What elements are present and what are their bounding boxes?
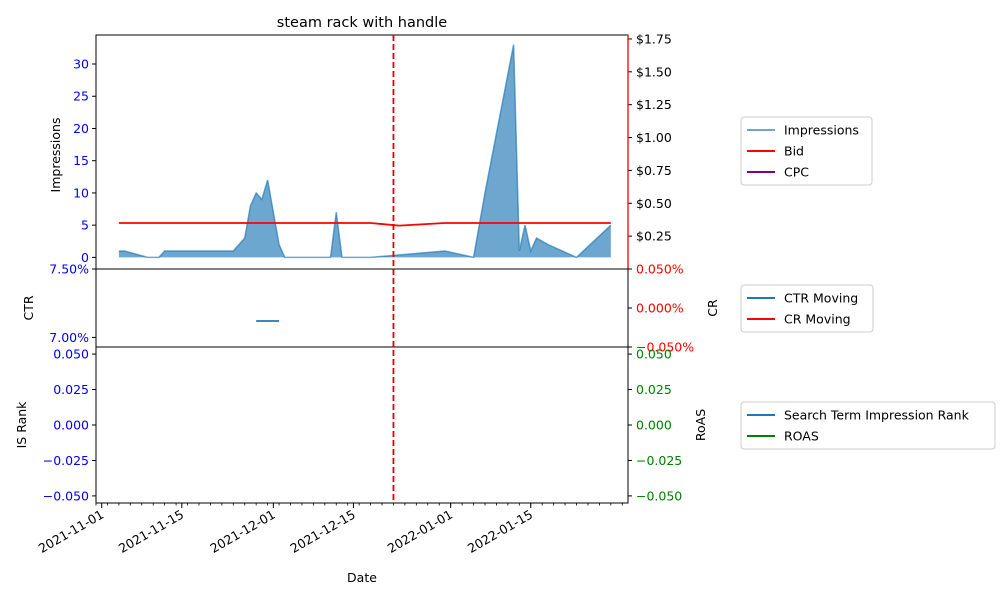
legend-frame [740,284,874,333]
top-panel-frame [95,34,629,270]
cr-tick-label: −0.050% [636,340,694,355]
ctr-axis-label: CTR [21,295,36,320]
legend-label: ROAS [784,429,819,444]
impressions-tick-label: 15 [73,153,89,168]
impressions-axis-label: Impressions [48,118,63,193]
impressions-tick-label: 5 [81,218,89,233]
cr-tick-label: 0.050% [636,262,684,277]
legend-label: CTR Moving [784,291,858,306]
roas-axis-label: RoAS [693,409,708,441]
roas-tick-label: 0.050 [636,347,672,362]
impressions-tick-label: 30 [73,57,89,72]
impressions-tick-label: 20 [73,121,89,136]
ctr-tick-label: 7.50% [49,262,89,277]
chart-title: steam rack with handle [277,15,447,31]
impressions-line [118,44,612,259]
is-rank-tick-label: −0.025 [43,453,89,468]
legend-frame [740,116,873,186]
roas-tick-label: −0.025 [636,453,682,468]
date-tick-label: 2021-12-01 [207,507,277,556]
roas-tick-label: 0.025 [636,382,672,397]
legend-top: Impressions Bid CPC [740,116,873,186]
date-tick-label: 2022-01-01 [385,507,455,556]
legend-label: Bid [784,144,804,159]
is-rank-tick-label: 0.050 [53,347,89,362]
is-rank-tick-label: 0.000 [53,418,89,433]
cr-axis-label: CR [705,299,720,317]
date-tick-label: 2021-11-15 [116,507,186,556]
date-tick-label: 2022-01-15 [465,507,535,556]
bid-tick-label: $0.50 [636,196,672,211]
middle-panel-frame [95,268,629,348]
bid-tick-label: $0.75 [636,163,672,178]
date-axis-label: Date [347,570,377,585]
impressions-tick-label: 10 [73,185,89,200]
is-rank-tick-label: 0.025 [53,382,89,397]
legend-label: Impressions [784,123,859,138]
roas-tick-label: −0.050 [636,488,682,503]
legend-bottom: Search Term Impression Rank ROAS [740,401,996,450]
legend-label: CR Moving [784,312,851,327]
bid-tick-label: $1.25 [636,97,672,112]
bid-tick-label: $1.75 [636,31,672,46]
bottom-panel-frame [95,346,629,504]
bid-tick-label: $1.00 [636,130,672,145]
ctr-tick-label: 7.00% [49,330,89,345]
cr-tick-label: 0.000% [636,301,684,316]
legend-middle: CTR Moving CR Moving [740,284,874,333]
date-tick-label: 2021-11-01 [36,507,106,556]
bid-tick-label: $1.50 [636,64,672,79]
legend-frame [740,401,996,450]
bid-line [118,222,611,227]
bid-tick-label: $0.25 [636,229,672,244]
legend-label: CPC [784,165,809,180]
legend-label: Search Term Impression Rank [784,408,970,423]
is-rank-tick-label: −0.050 [43,488,89,503]
impressions-tick-label: 25 [73,89,89,104]
is-rank-axis-label: IS Rank [14,401,29,449]
impressions-tick-label: 0 [81,250,89,265]
roas-tick-label: 0.000 [636,418,672,433]
date-tick-label: 2021-12-15 [287,507,357,556]
impressions-area [118,44,611,258]
